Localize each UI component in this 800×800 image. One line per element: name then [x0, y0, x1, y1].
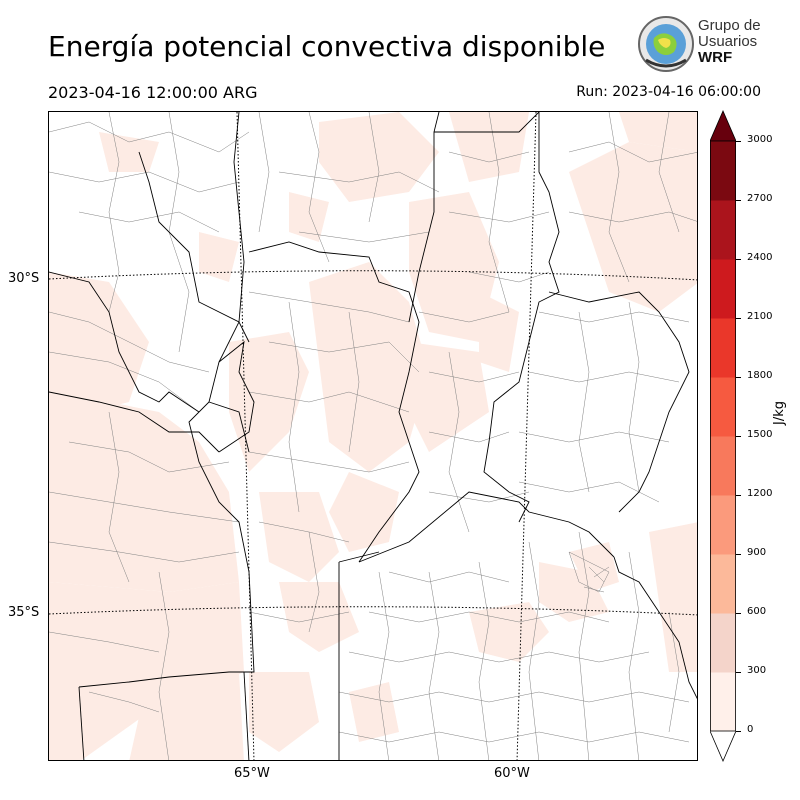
colorbar-tick-label: 600 [747, 606, 767, 617]
colorbar-tick-mark [736, 141, 741, 142]
valid-time: 2023-04-16 12:00:00 ARG [48, 83, 258, 102]
lon-label-60w: 60°W [494, 766, 530, 781]
colorbar-tick-label: 300 [747, 665, 767, 676]
colorbar-tick-label: 900 [747, 547, 767, 558]
colorbar-tick-mark [736, 731, 741, 732]
colorbar-tick-label: 0 [747, 724, 754, 735]
logo-text: Grupo de Usuarios WRF [698, 18, 761, 66]
colorbar-tick-mark [736, 495, 741, 496]
lat-label-30s: 30°S [8, 271, 40, 286]
colorbar-band [710, 259, 736, 319]
colorbar-band [710, 318, 736, 378]
colorbar-tick-mark [736, 554, 741, 555]
run-time: Run: 2023-04-16 06:00:00 [576, 84, 761, 100]
logo-emblem-icon [638, 16, 694, 72]
colorbar-band [710, 141, 736, 201]
colorbar-tick-label: 1200 [747, 488, 773, 499]
colorbar-tick-label: 3000 [747, 134, 773, 145]
colorbar-tick-mark [736, 672, 741, 673]
colorbar-under-extend [710, 730, 736, 762]
colorbar-tick-label: 2100 [747, 311, 773, 322]
map-canvas [49, 112, 697, 760]
lon-label-65w: 65°W [234, 766, 270, 781]
chart-title: Energía potencial convectiva disponible [48, 30, 606, 63]
graticule [49, 112, 697, 760]
colorbar-tick-label: 2700 [747, 193, 773, 204]
colorbar-frame [710, 140, 736, 732]
colorbar-over-extend [710, 110, 736, 142]
colorbar-tick-label: 1800 [747, 370, 773, 381]
cape-shading [49, 112, 697, 760]
colorbar-tick-mark [736, 318, 741, 319]
colorbar-tick-label: 1500 [747, 429, 773, 440]
colorbar-band [710, 554, 736, 614]
colorbar-band [710, 436, 736, 496]
colorbar-band [710, 613, 736, 673]
department-boundaries [49, 112, 697, 760]
province-boundaries [49, 112, 697, 760]
colorbar-tick-mark [736, 436, 741, 437]
logo-line-3: WRF [698, 49, 733, 66]
colorbar-tick-mark [736, 200, 741, 201]
colorbar-tick-mark [736, 259, 741, 260]
map-panel[interactable] [48, 111, 698, 761]
logo-line-1: Grupo de [698, 17, 761, 34]
colorbar-tick-mark [736, 377, 741, 378]
colorbar-band [710, 672, 736, 732]
lat-label-35s: 35°S [8, 605, 40, 620]
wrf-group-logo: Grupo de Usuarios WRF [636, 14, 766, 74]
colorbar [710, 110, 736, 762]
colorbar-band [710, 495, 736, 555]
logo-line-2: Usuarios [698, 33, 758, 50]
colorbar-tick-mark [736, 613, 741, 614]
colorbar-tick-label: 2400 [747, 252, 773, 263]
colorbar-band [710, 377, 736, 437]
colorbar-band [710, 200, 736, 260]
colorbar-unit-label: J/kg [772, 401, 787, 425]
